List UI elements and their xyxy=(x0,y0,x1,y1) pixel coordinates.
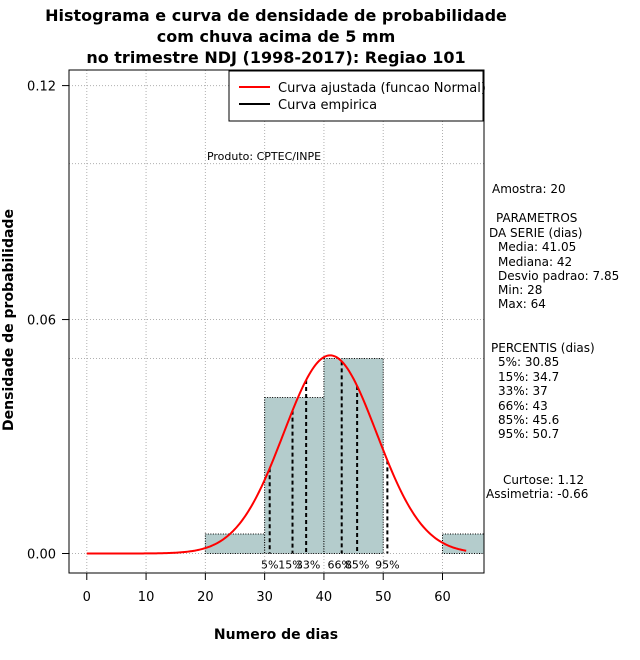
legend-label-empirical: Curva empirica xyxy=(278,98,377,113)
x-tick-label: 40 xyxy=(316,590,333,605)
statistics-panel: Amostra: 20 PARAMETROS DA SERIE (dias) M… xyxy=(486,182,619,501)
histogram-bar xyxy=(323,358,384,555)
chart-title-line-3: no trimestre NDJ (1998-2017): Regiao 101 xyxy=(86,48,465,67)
stat-sd: Desvio padrao: 7.85 xyxy=(498,269,619,283)
y-axis: 0.00 0.06 0.12 xyxy=(27,80,70,563)
legend: Curva ajustada (funcao Normal) Curva emp… xyxy=(228,70,486,122)
percentile-label: 85% xyxy=(345,559,369,572)
pct-85: 85%: 45.6 xyxy=(498,413,559,427)
pct-33: 33%: 37 xyxy=(498,384,548,398)
x-axis: 0 10 20 30 40 50 60 xyxy=(83,572,451,605)
pct-95: 95%: 50.7 xyxy=(498,427,559,441)
product-label: Produto: CPTEC/INPE xyxy=(207,150,321,163)
pct-5: 5%: 30.85 xyxy=(498,355,559,369)
x-tick-label: 60 xyxy=(434,590,451,605)
x-tick-label: 10 xyxy=(138,590,155,605)
y-tick-label: 0.12 xyxy=(27,80,56,95)
pct-15: 15%: 34.7 xyxy=(498,370,559,384)
histogram-bar xyxy=(204,533,266,555)
normal-curve-line xyxy=(86,354,467,555)
pct-66: 66%: 43 xyxy=(498,399,548,413)
legend-box xyxy=(228,70,484,122)
params-title-2: DA SERIE (dias) xyxy=(489,226,582,240)
x-tick-label: 20 xyxy=(197,590,214,605)
kurtosis: Curtose: 1.12 xyxy=(503,473,584,487)
y-tick-label: 0.00 xyxy=(27,548,56,563)
y-tick-label: 0.06 xyxy=(27,314,56,329)
histogram-bar xyxy=(264,397,325,555)
bars-layer xyxy=(204,358,485,555)
sample-size: Amostra: 20 xyxy=(492,182,566,196)
percentile-label: 15% xyxy=(278,559,302,572)
x-tick-label: 50 xyxy=(375,590,392,605)
x-tick-label: 0 xyxy=(83,590,91,605)
chart-title-line-2: com chuva acima de 5 mm xyxy=(157,27,396,46)
curve-layer xyxy=(86,354,467,555)
stat-mean: Media: 41.05 xyxy=(498,240,576,254)
skewness: Assimetria: -0.66 xyxy=(486,487,588,501)
legend-label-normal: Curva ajustada (funcao Normal) xyxy=(278,81,486,96)
percentile-label: 33% xyxy=(296,559,320,572)
chart-title-line-1: Histograma e curva de densidade de proba… xyxy=(45,6,507,25)
stat-min: Min: 28 xyxy=(498,283,542,297)
x-axis-label: Numero de dias xyxy=(214,627,338,643)
histogram-bar xyxy=(442,533,485,555)
params-title-1: PARAMETROS xyxy=(496,211,577,225)
y-axis-label: Densidade de probabilidade xyxy=(1,209,17,431)
percentile-lines-layer: 5% 15%33% 66%85% 95% xyxy=(261,361,400,572)
percentile-label: 5% xyxy=(261,559,278,572)
x-tick-label: 30 xyxy=(256,590,273,605)
stat-max: Max: 64 xyxy=(498,297,546,311)
percentile-label: 95% xyxy=(375,559,399,572)
stat-median: Mediana: 42 xyxy=(498,255,572,269)
percentiles-title: PERCENTIS (dias) xyxy=(491,341,595,355)
percentile-label: 66% xyxy=(327,559,351,572)
